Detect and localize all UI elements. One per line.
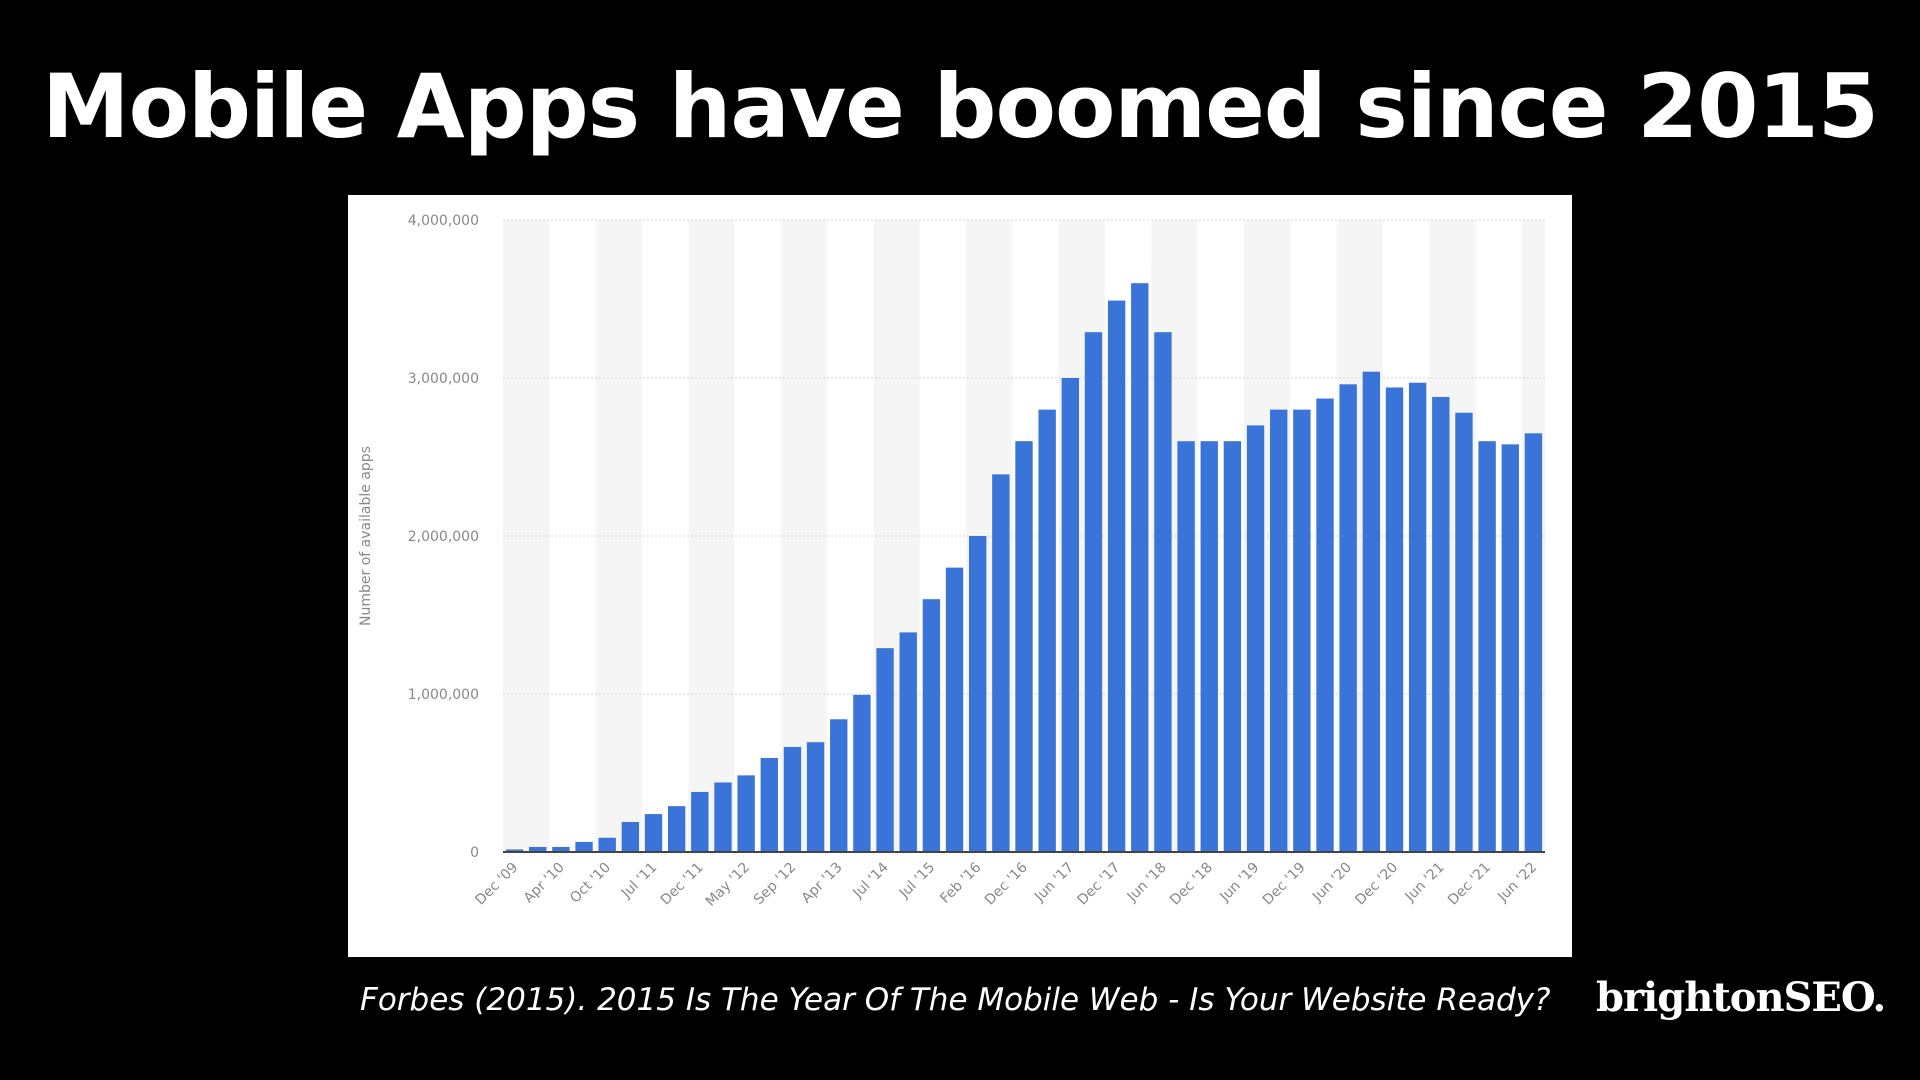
bar [945, 567, 964, 852]
x-tick-label: Jun '19 [1216, 860, 1262, 906]
bar [853, 694, 871, 852]
bar [1385, 387, 1404, 852]
x-tick-label: Sep '12 [751, 860, 799, 908]
slide-title: Mobile Apps have boomed since 2015 [42, 55, 1879, 158]
source-caption: Forbes (2015). 2015 Is The Year Of The M… [360, 982, 1551, 1018]
bar [575, 841, 593, 852]
x-tick-label: Apr '10 [521, 860, 568, 907]
bar [992, 474, 1010, 852]
bar [1107, 300, 1126, 852]
x-tick-label: Dec '17 [1075, 860, 1124, 909]
x-tick-label: Dec '18 [1167, 860, 1216, 909]
bar [621, 821, 640, 852]
bar [1154, 332, 1172, 852]
x-tick-label: May '12 [703, 860, 753, 910]
bar [1408, 382, 1427, 852]
x-tick-label: Dec '09 [472, 860, 521, 909]
y-tick-label: 0 [470, 845, 479, 861]
bar [1177, 441, 1195, 852]
x-tick-label: Jul '15 [896, 860, 938, 902]
bar [529, 846, 547, 852]
bar [1246, 425, 1265, 852]
bar [760, 757, 778, 852]
x-tick-label: Dec '20 [1352, 860, 1401, 909]
x-tick-label: Oct '10 [567, 860, 614, 907]
bar [1223, 441, 1242, 852]
y-axis-title: Number of available apps [358, 446, 374, 626]
background-band [595, 220, 642, 852]
bar [1084, 332, 1103, 852]
bar [922, 599, 941, 852]
bar [806, 742, 825, 852]
bar [644, 814, 663, 852]
x-tick-label: Dec '19 [1260, 860, 1309, 909]
bar [1524, 433, 1543, 852]
bar [1038, 409, 1056, 852]
x-tick-label: Apr '13 [799, 860, 846, 907]
bar [1200, 441, 1218, 852]
bar [1293, 409, 1311, 852]
bar [598, 837, 616, 852]
x-tick-label: Dec '21 [1445, 860, 1494, 909]
bar [714, 782, 732, 852]
bar [737, 775, 755, 852]
x-tick-label: Dec '16 [982, 859, 1031, 908]
chart-panel: 0 1,000,000 2,000,000 3,000,000 4,000,000 Num… [348, 195, 1572, 957]
bar [1362, 371, 1381, 852]
x-tick-label: Jul '14 [849, 859, 891, 901]
y-tick-label: 2,000,000 [408, 529, 479, 545]
bar [1432, 396, 1450, 852]
x-tick-label: Jun '22 [1494, 860, 1540, 906]
bar [969, 536, 987, 852]
bar [505, 849, 524, 852]
y-tick-label: 3,000,000 [408, 371, 479, 387]
x-tick-label: Jul '11 [618, 860, 660, 902]
bar [691, 791, 709, 852]
x-tick-label: Feb '16 [937, 859, 984, 906]
bar [1015, 441, 1033, 852]
x-tick-label: Jun '17 [1031, 860, 1077, 906]
bar [667, 806, 686, 852]
x-tick-label: Jun '21 [1402, 860, 1448, 906]
bar [1270, 409, 1288, 852]
bar [876, 648, 894, 852]
bar [552, 846, 570, 852]
background-band [503, 220, 550, 852]
x-tick-label: Jun '18 [1124, 860, 1170, 906]
bar [1339, 384, 1357, 852]
brand-logo: brightonSEO. [1596, 974, 1886, 1021]
bar [1501, 444, 1519, 852]
bar [1316, 398, 1334, 852]
y-tick-label: 1,000,000 [408, 687, 479, 703]
bar [1061, 378, 1079, 852]
y-tick-label: 4,000,000 [408, 213, 479, 229]
bar [1478, 441, 1496, 852]
bar [1455, 412, 1473, 852]
bar [899, 632, 917, 852]
x-tick-label: Jun '20 [1309, 860, 1355, 906]
bar [830, 719, 848, 852]
bar [783, 746, 802, 852]
bar [1131, 283, 1149, 852]
x-tick-label: Dec '11 [658, 860, 707, 909]
bar-chart: 0 1,000,000 2,000,000 3,000,000 4,000,000 Num… [358, 213, 1545, 910]
